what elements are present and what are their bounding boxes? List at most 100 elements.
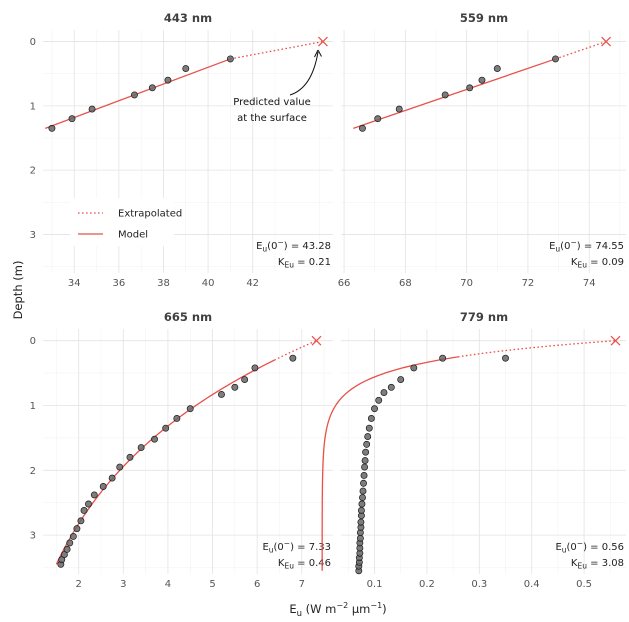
x-tick-label: 40	[202, 278, 215, 289]
y-tick-label: 2	[30, 166, 36, 177]
annotation-line2: at the surface	[237, 113, 307, 124]
y-tick-label: 1	[30, 101, 36, 112]
data-point	[99, 483, 107, 490]
data-point	[439, 354, 447, 362]
data-point	[226, 55, 234, 63]
data-point	[441, 91, 449, 99]
x-axis-title-exp2: −1	[370, 601, 382, 610]
data-point	[151, 435, 158, 443]
stat-k-part: K	[278, 257, 285, 268]
y-tick-label: 0	[30, 37, 36, 48]
x-tick-label: 74	[583, 278, 596, 289]
data-point	[361, 457, 369, 465]
data-point	[493, 65, 501, 73]
stat-e0-part: ) = 43.28	[284, 241, 331, 252]
panel-title: 779 nm	[460, 310, 508, 324]
data-point	[218, 391, 225, 398]
legend-extrapolated-label: Extrapolated	[118, 209, 182, 220]
stat-e0-part: −	[577, 539, 583, 548]
surface-marker	[311, 335, 322, 346]
data-point	[360, 479, 367, 487]
data-point	[69, 532, 77, 540]
data-point	[358, 500, 366, 508]
y-tick-label: 1	[30, 401, 36, 412]
stat-e0: Eu(0−) = 7.33	[262, 539, 331, 555]
legend: Extrapolated Model	[70, 198, 182, 246]
stat-e0: Eu(0−) = 0.56	[555, 539, 624, 555]
data-point	[148, 84, 156, 92]
data-point	[375, 396, 383, 404]
data-point	[362, 448, 370, 456]
stat-k: KEu = 0.21	[278, 257, 331, 270]
stat-e0-part: (0	[274, 542, 284, 553]
x-tick-label: 66	[338, 278, 351, 289]
data-point	[88, 105, 96, 113]
data-point	[359, 494, 366, 501]
data-point	[73, 525, 81, 533]
stat-k-part: Eu	[284, 261, 294, 270]
data-point	[359, 487, 367, 495]
stat-k-part: Eu	[284, 562, 294, 571]
data-point	[126, 453, 134, 461]
data-point	[374, 115, 382, 123]
data-point	[502, 354, 509, 362]
data-point	[380, 389, 388, 396]
stat-k-part: K	[571, 257, 578, 268]
stat-e0-part: E	[262, 542, 268, 553]
x-tick-label: 0.2	[419, 579, 435, 590]
stat-e0-part: u	[555, 245, 560, 254]
y-tick-label: 3	[30, 230, 36, 241]
x-axis-title-sub: u	[297, 609, 302, 618]
stat-e0-part: (0	[267, 241, 277, 252]
stat-k: KEu = 0.46	[278, 558, 331, 571]
x-axis-title-close: )	[382, 602, 387, 616]
panel-665-nm: 2 3 4 5 6 7 0 1 2 3 665 nm Eu(0−) = 7.33 KEu = 0.46	[30, 310, 333, 590]
stat-k-part: Eu	[577, 261, 587, 270]
data-point	[359, 124, 366, 132]
panel-779-nm: 0.1 0.2 0.3 0.4 0.5 779 nm Eu(0−) = 0.56 KEu = …	[321, 310, 626, 590]
data-point	[77, 517, 85, 525]
model-line	[45, 58, 231, 129]
y-tick-label: 2	[30, 466, 36, 477]
y-tick-label: 3	[30, 531, 36, 542]
data-point	[173, 414, 181, 422]
data-point	[410, 364, 418, 372]
stat-k-part: = 0.46	[294, 558, 331, 569]
data-point	[395, 105, 403, 113]
x-tick-label: 0.1	[367, 579, 383, 590]
x-tick-label: 36	[112, 278, 125, 289]
annotation-line1: Predicted value	[233, 97, 310, 108]
data-point	[68, 115, 76, 123]
data-point	[48, 124, 56, 132]
y-tick-label: 0	[30, 336, 36, 347]
data-point	[162, 424, 170, 432]
data-point	[108, 474, 116, 482]
stat-e0-part: u	[562, 546, 567, 555]
x-tick-label: 6	[254, 579, 260, 590]
stat-e0: Eu(0−) = 74.55	[549, 238, 624, 254]
stat-k-part: K	[571, 558, 578, 569]
data-point	[182, 65, 190, 73]
data-point	[231, 383, 239, 391]
annotation-group: Predicted value at the surface	[233, 49, 322, 124]
data-point	[85, 500, 92, 508]
x-tick-label: 38	[157, 278, 170, 289]
stat-e0-part: E	[555, 542, 561, 553]
panel-title: 443 nm	[164, 11, 212, 25]
data-point	[289, 354, 297, 362]
stat-e0-part: −	[570, 238, 576, 247]
data-point	[80, 507, 88, 514]
x-tick-label: 0.4	[524, 579, 540, 590]
surface-marker	[318, 36, 328, 47]
model-line	[321, 356, 459, 571]
x-tick-label: 70	[460, 278, 473, 289]
stat-k: KEu = 0.09	[571, 257, 624, 270]
x-tick-label: 5	[209, 579, 215, 590]
x-axis-title-units: (W m	[302, 602, 336, 616]
x-axis-title-main: E	[289, 602, 296, 616]
data-point	[367, 414, 375, 422]
data-point	[164, 76, 172, 84]
